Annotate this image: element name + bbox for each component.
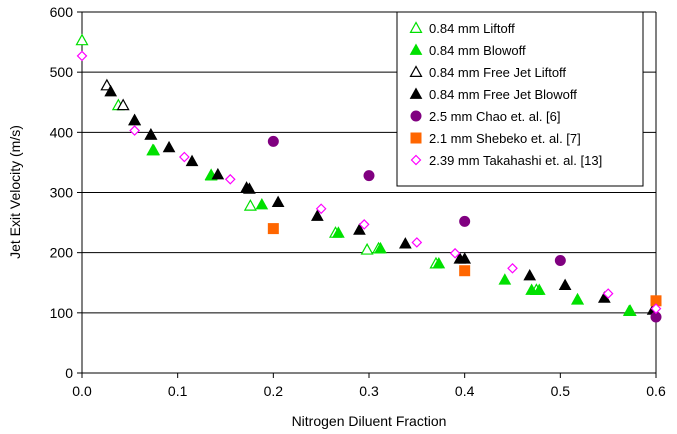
data-point (353, 223, 366, 235)
data-point (179, 151, 190, 163)
legend-label: 2.1 mm Shebeko et. al. [7] (429, 131, 581, 146)
data-point (459, 215, 471, 227)
x-tick-label: 0.3 (359, 383, 379, 399)
data-point (147, 143, 161, 156)
data-point (162, 140, 176, 153)
data-point (271, 195, 285, 208)
data-point (411, 237, 423, 248)
data-point (360, 242, 374, 255)
data-point (558, 278, 572, 291)
legend-marker (410, 132, 422, 144)
data-point (449, 247, 461, 259)
data-point (267, 135, 279, 147)
data-point (432, 256, 446, 269)
y-tick-label: 300 (50, 185, 74, 201)
x-tick-label: 0.4 (455, 383, 475, 399)
legend-label: 0.84 mm Blowoff (429, 43, 526, 58)
data-point (358, 219, 370, 230)
legend-label: 2.39 mm Takahashi et. al. [13] (429, 153, 602, 168)
x-tick-label: 0.0 (72, 383, 92, 399)
data-point (374, 241, 387, 254)
legend-box (396, 11, 644, 187)
legend: 0.84 mm Liftoff 0.84 mm Blowoff 0.84 mm Fr… (396, 11, 644, 187)
y-tick-label: 100 (50, 305, 74, 321)
data-point (458, 252, 472, 264)
y-axis-label: Jet Exit Velocity (m/s) (7, 125, 23, 259)
legend-marker (409, 21, 423, 34)
legend-marker (409, 43, 423, 55)
data-point (255, 198, 269, 210)
gridlines (82, 11, 656, 314)
x-axis-label: Nitrogen Diluent Fraction (292, 413, 447, 429)
y-tick-label: 500 (50, 64, 74, 80)
data-point (224, 173, 236, 185)
legend-marker (410, 154, 422, 166)
data-point (525, 283, 538, 295)
data-point (650, 303, 662, 314)
data-point (116, 98, 130, 111)
data-point (128, 113, 141, 126)
data-point (185, 154, 199, 167)
data-point (75, 33, 89, 46)
legend-label: 0.84 mm Free Jet Blowoff (429, 87, 577, 102)
data-point (243, 182, 256, 194)
data-point (332, 226, 345, 238)
data-point (532, 283, 546, 295)
x-tick-label: 0.5 (551, 383, 571, 399)
legend-marker (409, 87, 423, 99)
data-point (523, 269, 537, 281)
legend-label: 0.84 mm Liftoff (429, 21, 515, 36)
data-point (243, 199, 257, 211)
data-point (144, 128, 158, 140)
data-point (459, 265, 471, 277)
data-point (315, 203, 327, 215)
legend-label: 0.84 mm Free Jet Liftoff (429, 65, 566, 80)
legend-marker (409, 65, 423, 78)
data-point (554, 254, 566, 266)
y-tick-label: 0 (65, 365, 73, 381)
x-tick-label: 0.6 (646, 383, 666, 399)
data-point (76, 50, 88, 62)
legend-label: 2.5 mm Chao et. al. [6] (429, 109, 561, 124)
data-point (363, 170, 375, 182)
data-point (211, 167, 225, 180)
y-tick-label: 200 (50, 245, 74, 261)
data-point (602, 288, 614, 299)
data-point (104, 84, 118, 97)
y-tick-label: 400 (50, 124, 74, 140)
data-point (571, 293, 584, 305)
data-point (267, 223, 279, 235)
data-point (498, 273, 512, 285)
data-point (399, 237, 412, 249)
x-tick-label: 0.2 (264, 383, 284, 399)
data-point (310, 209, 324, 221)
legend-marker (410, 110, 422, 122)
data-point (507, 262, 518, 274)
data-point (129, 125, 140, 136)
x-tick-label: 0.1 (168, 383, 188, 399)
y-tick-label: 600 (50, 4, 74, 20)
data-point (622, 304, 636, 316)
data-points (75, 33, 662, 323)
